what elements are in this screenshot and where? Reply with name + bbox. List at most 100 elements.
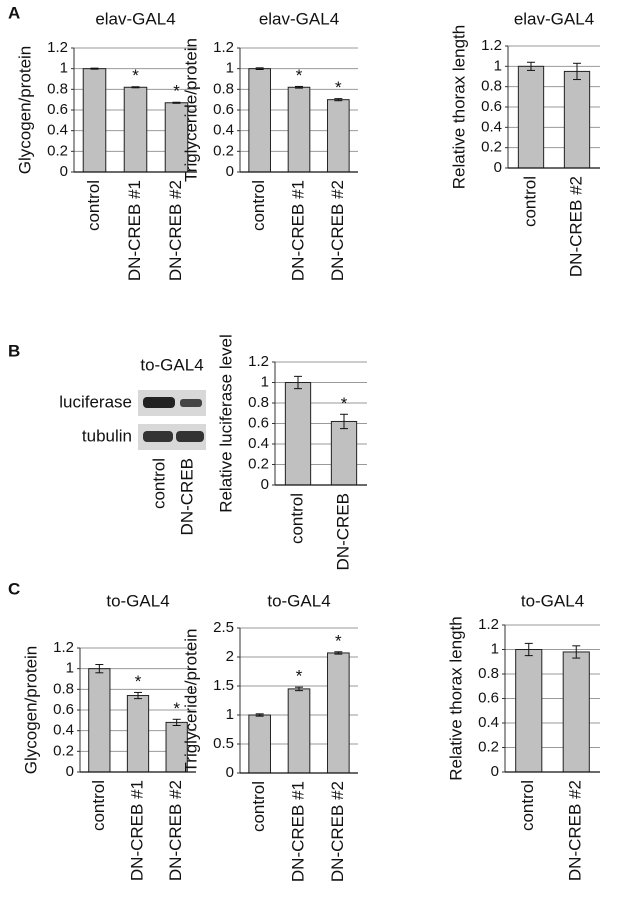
panel-label: B xyxy=(8,341,20,360)
x-tick-label: control xyxy=(84,180,103,231)
bar xyxy=(562,651,590,773)
y-axis-label: Glycogen/protein xyxy=(15,46,34,175)
error-bar xyxy=(295,686,303,692)
x-tick-label: DN-CREB #1 xyxy=(125,180,144,281)
blot-band xyxy=(176,431,204,442)
y-tick-label: 0.4 xyxy=(47,122,68,139)
x-tick-label: DN-CREB #2 xyxy=(328,781,347,882)
bar xyxy=(327,652,350,774)
y-tick-label: 0.4 xyxy=(213,122,234,139)
bar xyxy=(515,649,543,773)
y-tick-label: 0.2 xyxy=(47,142,68,159)
chart-title: to-GAL4 xyxy=(267,591,330,610)
significance-mark: * xyxy=(173,699,180,718)
significance-mark: * xyxy=(132,66,139,85)
error-bar xyxy=(255,67,264,70)
x-tick-label: control xyxy=(520,176,539,227)
x-tick-label: DN-CREB #2 xyxy=(328,180,347,281)
y-tick-label: 0.6 xyxy=(213,101,234,118)
bar xyxy=(126,695,150,773)
bar xyxy=(327,99,350,173)
error-bar xyxy=(134,691,142,700)
x-tick-label: DN-CREB #2 xyxy=(166,180,185,281)
error-bar xyxy=(334,98,343,102)
blot-band xyxy=(180,399,202,407)
significance-mark: * xyxy=(296,66,303,85)
chart-title: to-GAL4 xyxy=(106,591,169,610)
blot-band xyxy=(143,431,173,442)
x-tick-label: DN-CREB #2 xyxy=(566,780,585,881)
y-tick-label: 1.2 xyxy=(481,37,502,54)
y-tick-label: 0.8 xyxy=(478,665,499,682)
y-tick-label: 1.5 xyxy=(213,677,234,694)
y-tick-label: 0.8 xyxy=(213,80,234,97)
y-tick-label: 2.5 xyxy=(213,619,234,636)
y-axis-label: Glycogen/protein xyxy=(21,646,40,775)
y-tick-label: 0.2 xyxy=(53,742,74,759)
bar xyxy=(330,420,358,486)
y-axis-label: Triglyceride/protein xyxy=(181,629,200,773)
x-tick-label: DN-CREB #1 xyxy=(127,780,146,881)
significance-mark: * xyxy=(173,82,180,101)
y-tick-label: 0.8 xyxy=(47,80,68,97)
x-tick-label: control xyxy=(518,780,537,831)
significance-mark: * xyxy=(335,78,342,97)
error-bar xyxy=(295,85,303,89)
y-tick-label: 0.6 xyxy=(47,101,68,118)
significance-mark: * xyxy=(296,667,303,686)
blot-row-label: luciferase xyxy=(59,392,132,411)
y-tick-label: 0.4 xyxy=(478,714,499,731)
blot-title: to-GAL4 xyxy=(140,355,203,374)
blot-band xyxy=(143,397,175,408)
panel-label: A xyxy=(8,3,20,22)
error-bar xyxy=(255,713,264,717)
y-tick-label: 0 xyxy=(491,763,499,780)
y-axis-label: Relative thorax length xyxy=(446,616,465,780)
y-tick-label: 0.2 xyxy=(478,738,499,755)
x-tick-label: DN-CREB xyxy=(333,493,352,570)
x-tick-label: control xyxy=(249,180,268,231)
bar xyxy=(248,68,271,173)
y-tick-label: 0.8 xyxy=(481,78,502,95)
y-axis-label: Triglyceride/protein xyxy=(181,38,200,182)
error-bar xyxy=(572,645,581,659)
y-tick-label: 0.2 xyxy=(248,455,269,472)
y-tick-label: 0 xyxy=(60,163,68,180)
y-tick-label: 0.4 xyxy=(53,722,74,739)
significance-mark: * xyxy=(335,631,342,650)
chart-title: to-GAL4 xyxy=(521,591,584,610)
blot-row-label: tubulin xyxy=(82,426,132,445)
y-tick-label: 0.5 xyxy=(213,735,234,752)
error-bar xyxy=(334,651,343,655)
x-tick-label: DN-CREB #1 xyxy=(288,180,307,281)
y-tick-label: 1 xyxy=(261,373,269,390)
error-bar xyxy=(95,664,104,674)
x-tick-label: DN-CREB #1 xyxy=(288,781,307,882)
error-bar xyxy=(172,101,181,104)
significance-mark: * xyxy=(341,394,348,413)
y-tick-label: 1.2 xyxy=(213,39,234,56)
bar xyxy=(88,668,111,773)
y-tick-label: 1.2 xyxy=(248,353,269,370)
y-tick-label: 1.2 xyxy=(53,639,74,656)
bar xyxy=(287,86,311,173)
chart-title: elav-GAL4 xyxy=(95,9,175,28)
y-tick-label: 1.2 xyxy=(47,39,68,56)
bar xyxy=(563,70,591,169)
x-tick-label: control xyxy=(249,781,268,832)
bar xyxy=(517,65,545,169)
y-tick-label: 2 xyxy=(226,648,234,665)
bar xyxy=(123,86,148,173)
x-tick-label: DN-CREB #2 xyxy=(566,176,585,277)
significance-mark: * xyxy=(135,672,142,691)
y-axis-label: Relative thorax length xyxy=(449,25,468,189)
y-tick-label: 0.6 xyxy=(53,701,74,718)
y-tick-label: 1 xyxy=(66,660,74,677)
error-bar xyxy=(131,86,140,89)
y-tick-label: 1 xyxy=(60,60,68,77)
y-tick-label: 1.2 xyxy=(478,616,499,633)
y-tick-label: 1 xyxy=(226,60,234,77)
bar xyxy=(284,382,312,486)
y-tick-label: 0.4 xyxy=(481,118,502,135)
